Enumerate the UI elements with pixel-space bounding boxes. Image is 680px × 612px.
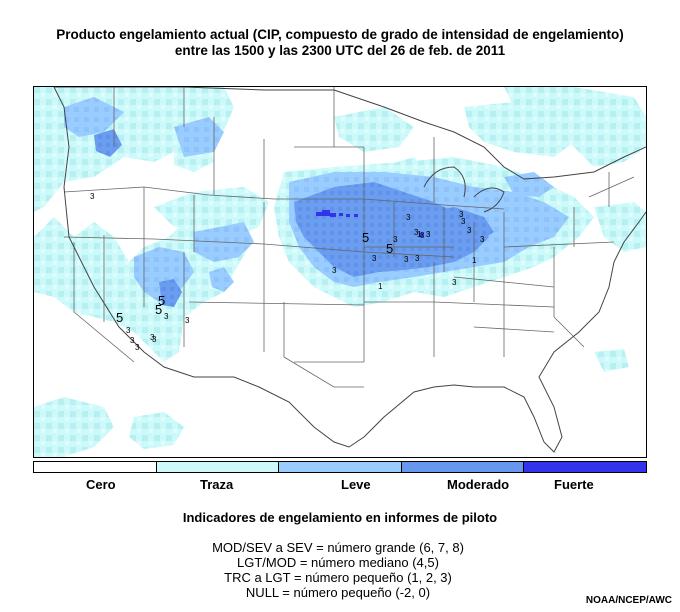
pirep-marker: 3 [185,316,190,325]
pirep-marker: 3 [126,326,131,335]
pirep-marker: 5 [158,293,165,308]
pirep-legend-title: Indicadores de engelamiento en informes … [182,510,498,525]
legend-swatch-leve [279,462,402,472]
legend-swatch-moderado [401,462,525,472]
legend-label-moderado: Moderado [447,477,510,492]
legend-swatch-cero [34,462,157,472]
pirep-marker: 3 [414,228,419,237]
icing-map: 3 5 3 3 5 5 3 3 3 3 3 3 3 3 5 3 3 3 3 5 … [33,86,647,458]
pirep-marker: 5 [116,310,123,325]
pirep-marker: 3 [404,255,409,264]
source-credit: NOAA/NCEP/AWC [585,595,672,606]
pirep-marker: 3 [150,333,155,342]
pirep-marker: 3 [332,266,337,275]
legend-swatch-fuerte [524,462,646,472]
pirep-marker: 3 [420,231,425,240]
pirep-marker: 3 [426,230,431,239]
pirep-marker: 3 [90,192,95,201]
legend-label-traza: Traza [200,477,234,492]
pirep-marker: 3 [480,235,485,244]
pirep-marker: 1 [378,282,383,291]
pirep-legend-line: LGT/MOD = número mediano (4,5) [237,555,439,570]
pirep-marker: 1 [417,230,422,239]
legend-swatch-traza [156,462,280,472]
pirep-marker: 1 [472,256,477,265]
country-outline [53,87,646,453]
pirep-marker: 3 [459,210,464,219]
pirep-marker: 3 [152,335,157,344]
pirep-marker: 3 [135,343,140,352]
pirep-marker: 3 [372,254,377,263]
pirep-markers: 3 5 3 3 5 5 3 3 3 3 3 3 3 3 5 3 3 3 3 5 … [90,192,485,352]
pirep-marker: 5 [386,241,393,256]
pirep-legend-line: MOD/SEV a SEV = número grande (6, 7, 8) [212,540,464,555]
pirep-marker: 3 [467,226,472,235]
map-title-line1: Producto engelamiento actual (CIP, compu… [56,27,624,42]
pirep-marker: 3 [406,213,411,222]
moderate-icing-areas [94,129,494,307]
legend-label-leve: Leve [341,477,371,492]
pirep-marker: 3 [461,217,466,226]
pirep-marker: 3 [452,278,457,287]
pirep-marker: 3 [130,336,135,345]
legend-label-fuerte: Fuerte [554,477,594,492]
severe-icing-areas [316,210,423,237]
pirep-marker: 3 [164,312,169,321]
pirep-marker: 5 [155,302,162,317]
pirep-legend-line: NULL = número pequeño (-2, 0) [245,585,431,600]
pirep-marker: 3 [415,254,420,263]
map-title-line2: entre las 1500 y las 2300 UTC del 26 de … [174,43,506,58]
pirep-marker: 5 [362,230,369,245]
pirep-legend-line: TRC a LGT = número pequeño (1, 2, 3) [224,570,452,585]
pirep-marker: 3 [393,235,398,244]
icing-legend-bar [33,461,647,473]
state-boundaries [63,87,635,388]
legend-label-cero: Cero [86,477,116,492]
